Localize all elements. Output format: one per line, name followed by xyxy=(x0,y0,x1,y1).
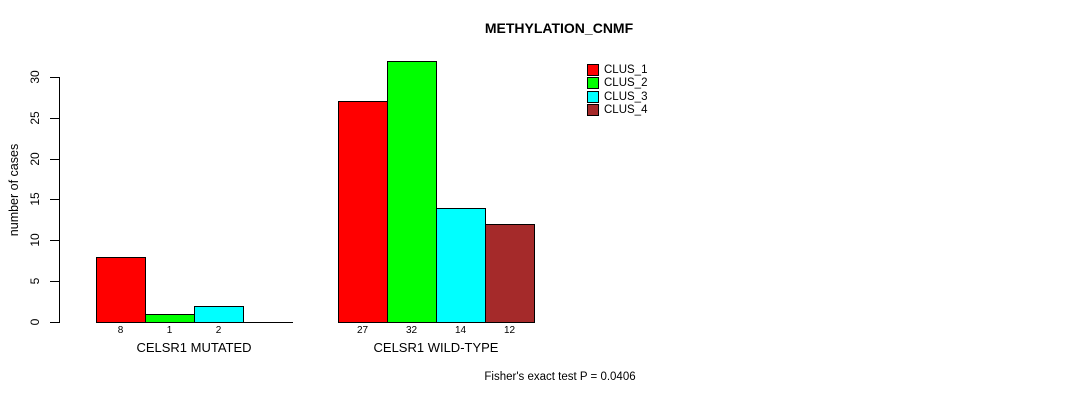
legend-swatch-clus_1 xyxy=(587,64,599,76)
legend-swatch-clus_4 xyxy=(587,104,599,116)
y-tick xyxy=(50,240,60,241)
chart-title: METHYLATION_CNMF xyxy=(484,20,634,36)
bar-value-label: 12 xyxy=(503,325,516,336)
bar-value-label: 14 xyxy=(454,325,467,336)
y-tick-label-text: 20 xyxy=(28,152,42,166)
y-tick xyxy=(50,159,60,160)
y-tick-label-text: 10 xyxy=(28,233,42,247)
y-tick-label-text: 15 xyxy=(28,192,42,206)
y-tick xyxy=(50,322,60,323)
bar-clus_3-group2 xyxy=(436,208,486,323)
bar-value-label: 27 xyxy=(356,325,369,336)
group-label-1: CELSR1 MUTATED xyxy=(136,340,252,355)
y-tick-label-text: 5 xyxy=(28,277,42,285)
legend-swatch-clus_3 xyxy=(587,91,599,103)
y-tick xyxy=(50,281,60,282)
bar-clus_3-group1 xyxy=(194,306,244,323)
bar-value-label: 2 xyxy=(215,325,222,336)
legend-label: CLUS_3 xyxy=(604,91,648,103)
y-axis-title-text: number of cases xyxy=(7,143,21,237)
annotation-fisher-test: Fisher's exact test P = 0.0406 xyxy=(484,371,636,383)
bar-clus_2-group2 xyxy=(387,61,437,323)
bar-clus_4-group1-zero xyxy=(243,322,293,323)
bar-value-label: 1 xyxy=(166,325,173,336)
bar-clus_2-group1 xyxy=(145,314,195,323)
y-tick xyxy=(50,118,60,119)
legend-label: CLUS_1 xyxy=(604,64,648,76)
bar-clus_1-group1 xyxy=(96,257,146,323)
bar-value-label: 32 xyxy=(405,325,418,336)
y-tick-label-text: 30 xyxy=(28,70,42,84)
legend-label: CLUS_4 xyxy=(604,104,648,116)
bar-clus_4-group2 xyxy=(485,224,535,323)
y-tick-label-text: 25 xyxy=(28,111,42,125)
legend-label: CLUS_2 xyxy=(604,77,648,89)
bar-value-label: 8 xyxy=(117,325,124,336)
y-axis-line xyxy=(59,77,60,323)
y-tick-label-text: 0 xyxy=(28,318,42,326)
y-tick xyxy=(50,199,60,200)
legend-swatch-clus_2 xyxy=(587,77,599,89)
y-tick xyxy=(50,77,60,78)
bar-clus_1-group2 xyxy=(338,101,388,323)
group-label-2: CELSR1 WILD-TYPE xyxy=(373,340,499,355)
